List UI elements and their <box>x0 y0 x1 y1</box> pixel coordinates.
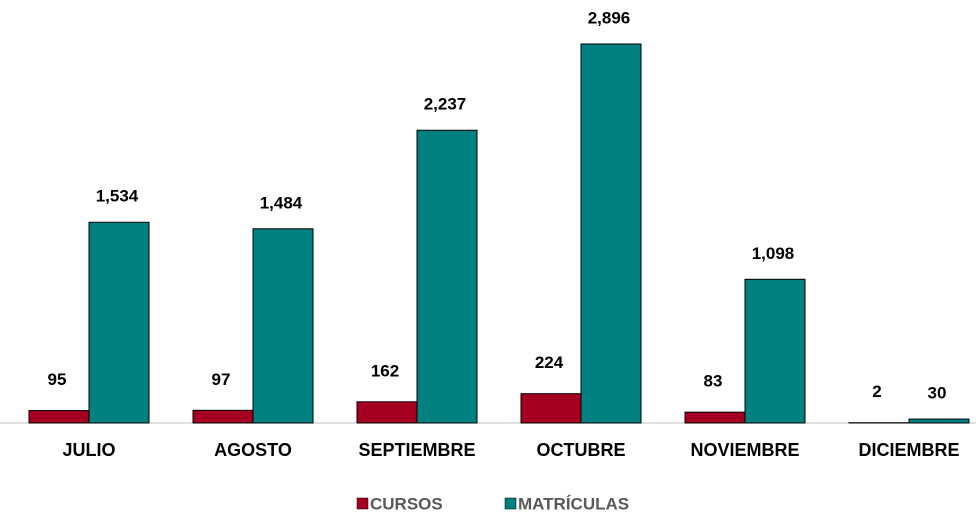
value-label: 95 <box>48 370 67 389</box>
value-label: 1,534 <box>96 187 139 206</box>
legend-label: CURSOS <box>370 494 443 513</box>
value-label: 2,237 <box>424 95 467 114</box>
x-tick-label: AGOSTO <box>214 440 292 460</box>
x-tick-label: SEPTIEMBRE <box>358 440 475 460</box>
value-label: 97 <box>212 370 231 389</box>
bar <box>88 221 150 424</box>
legend-swatch <box>504 497 517 510</box>
value-label: 1,098 <box>752 244 795 263</box>
x-tick-label: JULIO <box>62 440 115 460</box>
legend-label: MATRÍCULAS <box>518 494 629 513</box>
value-label: 1,484 <box>260 193 303 212</box>
value-label: 2,896 <box>588 8 631 27</box>
bar <box>908 418 970 424</box>
bar <box>252 228 314 424</box>
value-label: 224 <box>535 353 564 372</box>
bar <box>744 278 806 424</box>
bar <box>28 410 90 424</box>
bar <box>520 393 582 424</box>
bar <box>192 409 254 424</box>
value-label: 30 <box>928 384 947 403</box>
x-tick-label: DICIEMBRE <box>858 440 959 460</box>
bar <box>684 411 746 424</box>
bar <box>580 43 642 424</box>
value-label: 2 <box>872 382 881 401</box>
legend-swatch <box>356 497 369 510</box>
bar <box>416 129 478 424</box>
value-label: 83 <box>704 372 723 391</box>
value-label: 162 <box>371 361 399 380</box>
bar <box>356 401 418 424</box>
x-tick-label: NOVIEMBRE <box>690 440 799 460</box>
x-tick-label: OCTUBRE <box>537 440 626 460</box>
